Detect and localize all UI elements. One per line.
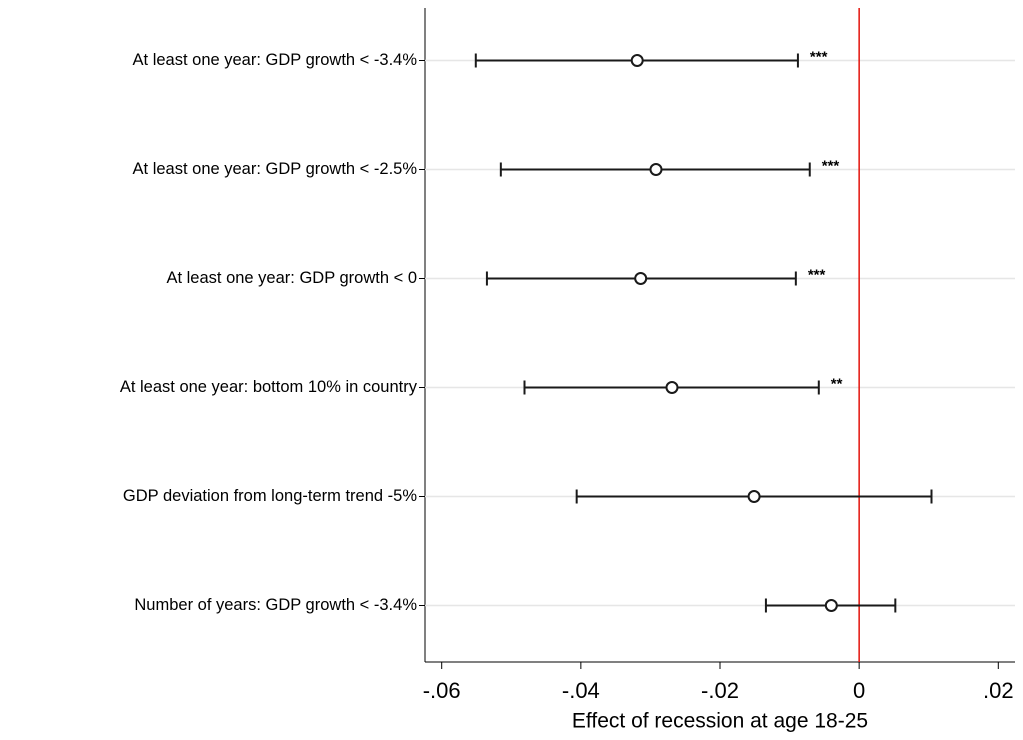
significance-stars: *** [822,157,840,174]
x-tick-label: -.06 [423,678,461,703]
y-tick-label: At least one year: bottom 10% in country [120,378,418,396]
estimate-point [665,381,679,394]
estimate-point [630,54,644,67]
y-tick-label: At least one year: GDP growth < 0 [166,269,417,287]
significance-stars: ** [831,375,843,392]
x-tick-label: -.02 [701,678,739,703]
x-tick-label: 0 [853,678,865,703]
y-tick-label: Number of years: GDP growth < -3.4% [134,596,417,614]
x-tick-label: .02 [983,678,1014,703]
y-tick-label: At least one year: GDP growth < -2.5% [133,160,418,178]
significance-stars: *** [810,48,828,65]
estimate-point [824,599,838,612]
estimate-point [747,490,761,503]
y-tick-label: At least one year: GDP growth < -3.4% [133,51,418,69]
x-tick-label: -.04 [562,678,600,703]
estimate-point [649,163,663,176]
x-axis-title: Effect of recession at age 18-25 [572,710,868,733]
y-tick-label: GDP deviation from long-term trend -5% [123,487,417,505]
significance-stars: *** [808,266,826,283]
estimate-point [634,272,648,285]
